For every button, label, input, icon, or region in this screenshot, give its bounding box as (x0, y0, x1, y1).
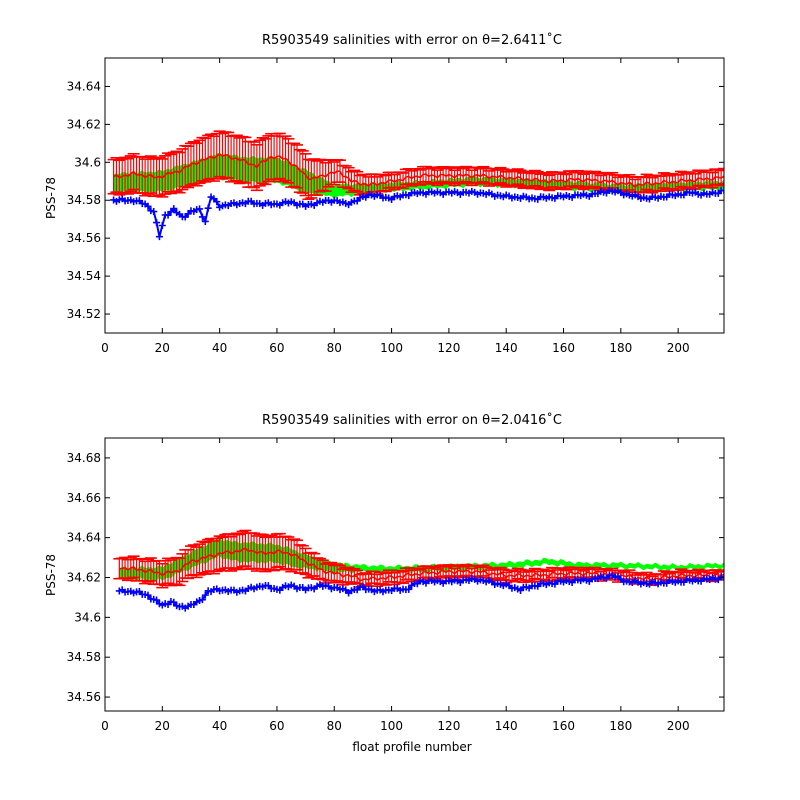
x-tick-label: 60 (269, 719, 284, 733)
x-tick-label: 0 (101, 719, 109, 733)
axes-frame (104, 437, 725, 712)
y-tick-label: 34.52 (67, 307, 101, 321)
x-tick-label: 20 (155, 341, 170, 355)
blue-plus-marker (150, 208, 158, 216)
x-tick-label: 40 (212, 719, 227, 733)
blue-plus-marker (144, 591, 152, 599)
y-tick-label: 34.64 (67, 79, 101, 93)
blue-plus-marker (204, 204, 212, 212)
x-tick-label: 180 (609, 719, 632, 733)
bottom-panel: R5903549 salinities with error on θ=2.04… (44, 412, 725, 754)
blue-plus-marker (153, 596, 161, 604)
x-tick-label: 20 (155, 719, 170, 733)
data-layer (107, 130, 724, 241)
x-tick-label: 80 (327, 341, 342, 355)
y-tick-label: 34.56 (67, 690, 101, 704)
bottom-panel-title: R5903549 salinities with error on θ=2.04… (262, 412, 562, 428)
blue-plus-marker (196, 205, 204, 213)
y-tick-label: 34.6 (74, 155, 101, 169)
x-tick-label: 200 (667, 719, 690, 733)
x-tick-label: 60 (269, 341, 284, 355)
y-tick-label: 34.64 (67, 531, 101, 545)
x-tick-label: 200 (667, 341, 690, 355)
x-tick-label: 40 (212, 341, 227, 355)
red-mapped-salinity-line (113, 152, 724, 188)
x-tick-label: 160 (552, 719, 575, 733)
blue-plus-marker (144, 202, 152, 210)
top-panel-title: R5903549 salinities with error on θ=2.64… (262, 32, 562, 48)
y-tick-label: 34.62 (67, 570, 101, 584)
x-tick-label: 140 (495, 341, 518, 355)
blue-plus-marker (213, 198, 221, 206)
y-tick-label: 34.58 (67, 650, 101, 664)
data-layer (113, 529, 724, 612)
x-tick-label: 180 (609, 341, 632, 355)
y-tick-label: 34.6 (74, 610, 101, 624)
x-tick-label: 120 (437, 719, 460, 733)
red-mapped-salinity-line (119, 547, 724, 582)
blue-plus-marker (201, 591, 209, 599)
blue-plus-marker (405, 585, 413, 593)
y-tick-label: 34.62 (67, 117, 101, 131)
blue-plus-marker (198, 213, 206, 221)
blue-plus-marker (170, 205, 178, 213)
x-tick-label: 80 (327, 719, 342, 733)
y-tick-label: 34.56 (67, 231, 101, 245)
x-tick-label: 160 (552, 341, 575, 355)
top-panel: R5903549 salinities with error on θ=2.64… (44, 32, 725, 355)
blue-plus-marker (720, 187, 724, 195)
bottom-panel-xlabel: float profile number (352, 740, 471, 754)
x-tick-label: 140 (495, 719, 518, 733)
x-tick-label: 100 (380, 341, 403, 355)
blue-plus-marker (153, 219, 161, 227)
bottom-panel-ylabel: PSS-78 (44, 554, 58, 596)
blue-plus-marker (198, 596, 206, 604)
x-tick-label: 120 (437, 341, 460, 355)
x-tick-label: 100 (380, 719, 403, 733)
top-panel-ylabel: PSS-78 (44, 177, 58, 219)
y-tick-label: 34.54 (67, 269, 101, 283)
y-tick-label: 34.68 (67, 451, 101, 465)
y-tick-label: 34.58 (67, 193, 101, 207)
blue-plus-marker (155, 233, 163, 241)
axes-frame (104, 57, 725, 334)
top-panel-plot-area: 0 20 40 60 80 100 120 140 160 180 200 34.52 34.54 34.… (67, 57, 725, 355)
blue-plus-marker (158, 222, 166, 230)
blue-plus-marker (170, 598, 178, 606)
x-tick-label: 0 (101, 341, 109, 355)
green-error-band (119, 537, 724, 582)
bottom-panel-plot-area: 0 20 40 60 80 100 120 140 160 180 200 34.56 34.58 34.… (67, 437, 725, 733)
y-tick-label: 34.66 (67, 491, 101, 505)
blue-plus-marker (201, 217, 209, 225)
